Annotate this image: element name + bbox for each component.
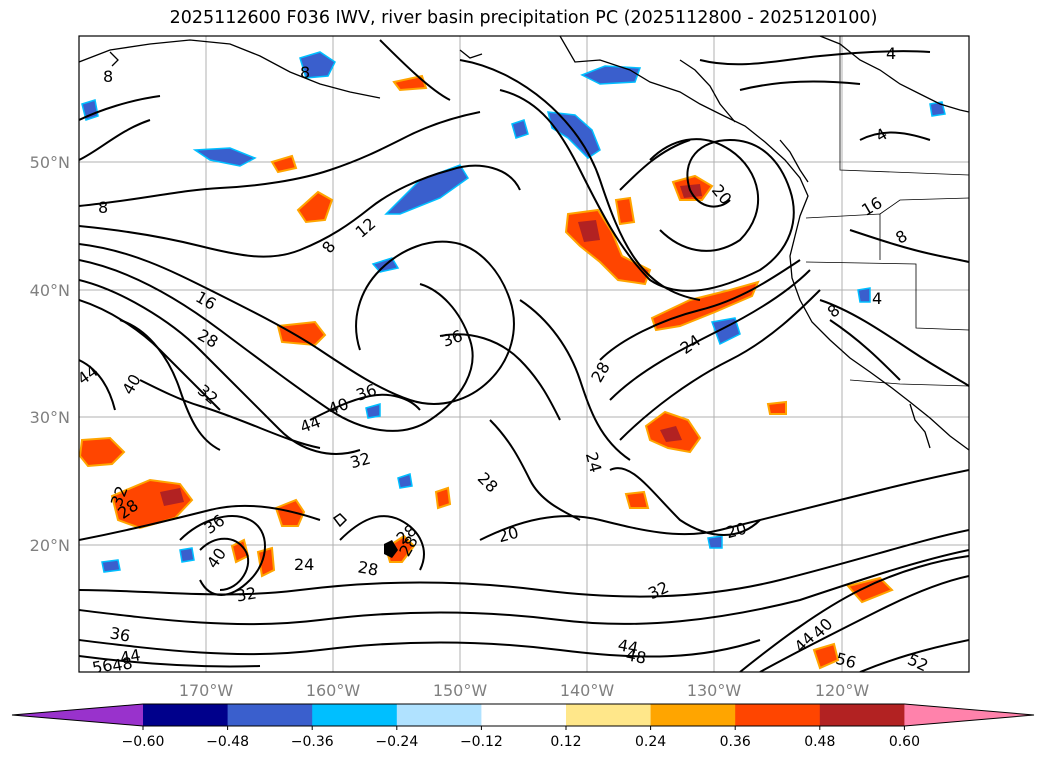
precip-positive-patches [79, 74, 894, 670]
contour-label: 44 [616, 635, 639, 657]
precip-patch [547, 111, 601, 159]
contour-label: 28 [356, 557, 379, 579]
lon-label: 140°W [560, 681, 615, 700]
colorbar-cell [481, 704, 567, 726]
colorbar: −0.60 −0.48 −0.36 −0.24 −0.12 0.12 0.24 0.36 0.4… [11, 703, 1035, 750]
precip-patch [434, 486, 452, 510]
precip-patch [256, 546, 276, 578]
contour-label: 8 [103, 67, 113, 86]
lat-axis: 50°N 40°N 30°N 20°N [30, 153, 70, 555]
contour-label: 48 [111, 653, 134, 675]
lon-label: 120°W [815, 681, 870, 700]
precip-patch [397, 473, 413, 489]
colorbar-cell [396, 704, 482, 726]
contour-label: 32 [348, 449, 373, 473]
colorbar-tick-label: −0.48 [206, 734, 249, 750]
colorbar-tick-label: 0.48 [804, 734, 835, 750]
contour-label: 4 [872, 289, 882, 308]
graticule [79, 36, 969, 672]
precip-patch [511, 119, 529, 139]
colorbar-cell [650, 704, 736, 726]
precip-patch [101, 559, 121, 573]
precip-patch [296, 190, 334, 224]
precip-patch [299, 51, 336, 79]
lon-label: 160°W [306, 681, 361, 700]
colorbar-extend-min [12, 704, 143, 726]
colorbar-cell [566, 704, 652, 726]
precip-patch [79, 436, 126, 468]
precip-patch [365, 403, 381, 419]
lon-label: 130°W [687, 681, 742, 700]
contour-label: 52 [905, 650, 931, 676]
precip-negative-patches [81, 51, 946, 573]
colorbar-tick-label: −0.60 [122, 734, 165, 750]
precip-patch [766, 400, 787, 415]
contour-label: 48 [624, 645, 647, 667]
political-boundaries [805, 36, 969, 387]
contour-label: 44 [119, 645, 142, 667]
map-plot-area: 8 8 8 8 12 16 28 44 40 32 36 44 40 36 32… [79, 36, 969, 677]
precip-patch [707, 535, 723, 549]
contour-label: 8 [98, 198, 108, 217]
colorbar-tick-label: −0.36 [291, 734, 334, 750]
precip-patch [270, 154, 298, 174]
colorbar-cell [227, 704, 313, 726]
contour-label: 56 [91, 655, 114, 677]
contour-label: 24 [582, 450, 606, 475]
precip-patch [392, 74, 428, 92]
contour-label: 32 [235, 583, 258, 605]
map-title: 2025112600 F036 IWV, river basin precipi… [169, 8, 878, 28]
precip-patch [160, 488, 184, 506]
precip-patch [857, 287, 871, 303]
colorbar-tick-label: 0.60 [889, 734, 920, 750]
precip-patch [81, 99, 99, 121]
map-frame [78, 35, 970, 673]
lat-label: 50°N [30, 153, 70, 172]
lon-label: 150°W [433, 681, 488, 700]
lon-axis: 170°W 160°W 150°W 140°W 130°W 120°W [179, 681, 870, 700]
contour-label: 20 [496, 523, 521, 547]
precip-patch [179, 547, 195, 563]
iwv-contours [79, 39, 969, 672]
precip-patch [624, 490, 650, 509]
colorbar-cell [735, 704, 821, 726]
lon-label: 170°W [179, 681, 234, 700]
island-marker [332, 513, 348, 528]
colorbar-extend-max [904, 704, 1034, 726]
precip-patch [276, 320, 327, 347]
contour-label: 24 [294, 555, 314, 574]
precip-patch [650, 280, 760, 332]
contour-label: 4 [886, 44, 896, 63]
lat-label: 20°N [30, 536, 70, 555]
colorbar-tick-label: 0.24 [635, 734, 666, 750]
colorbar-cell [312, 704, 398, 726]
colorbar-tick-label: 0.36 [720, 734, 751, 750]
precip-patch [192, 147, 257, 167]
contour-label: 8 [300, 63, 310, 82]
colorbar-cell [819, 704, 905, 726]
precip-patch [274, 498, 306, 527]
precip-patch [660, 426, 682, 442]
precip-patch [812, 642, 840, 670]
precip-patch [846, 576, 894, 604]
island-marker [384, 540, 398, 558]
colorbar-tick-label: −0.24 [375, 734, 418, 750]
contour-label: 20 [724, 519, 749, 543]
precip-patch [578, 220, 600, 242]
precip-patch [614, 196, 636, 226]
colorbar-tick-label: 0.12 [550, 734, 581, 750]
precip-patch [710, 317, 741, 346]
lat-label: 40°N [30, 281, 70, 300]
colorbar-tick-label: −0.12 [460, 734, 503, 750]
precip-patch [929, 101, 946, 117]
colorbar-cell [143, 704, 229, 726]
lat-label: 30°N [30, 408, 70, 427]
contour-label: 56 [834, 649, 859, 673]
contour-label: 36 [108, 623, 131, 645]
